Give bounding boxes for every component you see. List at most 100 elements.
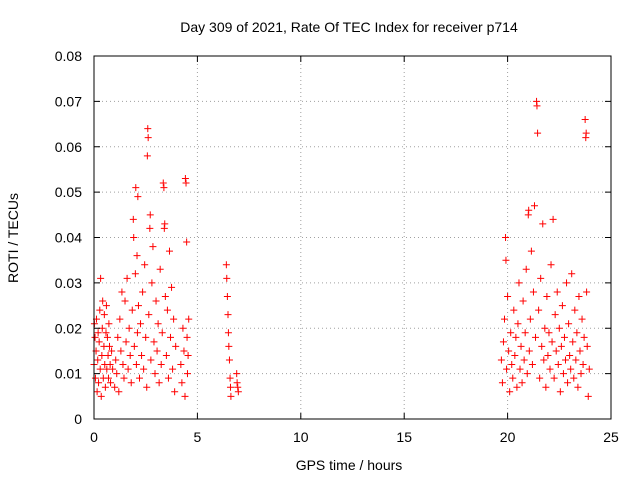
data-point: [574, 383, 582, 391]
data-point: [147, 356, 155, 364]
data-point: [513, 383, 521, 391]
data-point: [168, 283, 176, 291]
data-point: [504, 292, 512, 300]
data-point: [133, 329, 141, 337]
data-point: [107, 379, 115, 387]
y-tick-label: 0.01: [55, 366, 82, 382]
data-point: [163, 306, 171, 314]
data-point: [94, 329, 102, 337]
y-tick-label: 0.05: [55, 184, 82, 200]
data-point: [106, 342, 114, 350]
data-point: [151, 370, 159, 378]
data-point: [535, 306, 543, 314]
data-point: [505, 347, 513, 355]
data-point: [165, 247, 173, 255]
data-point: [145, 311, 153, 319]
data-point: [111, 383, 119, 391]
data-point: [143, 383, 151, 391]
data-point: [575, 292, 583, 300]
y-axis-label: ROTI / TECUs: [5, 193, 21, 283]
data-point: [101, 383, 109, 391]
data-point: [555, 324, 563, 332]
data-point: [226, 383, 234, 391]
data-point: [161, 220, 169, 228]
data-point: [570, 374, 578, 382]
data-point: [183, 238, 191, 246]
data-point: [152, 297, 160, 305]
data-point: [143, 152, 151, 160]
data-point: [234, 383, 242, 391]
data-point: [126, 351, 134, 359]
x-tick-label: 5: [194, 429, 202, 445]
data-point: [503, 365, 511, 373]
data-point: [129, 215, 137, 223]
data-point: [572, 356, 580, 364]
data-point: [103, 333, 111, 341]
y-tick-label: 0.02: [55, 320, 82, 336]
data-point: [146, 224, 154, 232]
x-axis-label: GPS time / hours: [296, 457, 403, 473]
data-point: [550, 374, 558, 382]
data-point: [224, 329, 232, 337]
data-point: [546, 365, 554, 373]
data-point: [225, 342, 233, 350]
data-point: [512, 333, 520, 341]
data-point: [583, 342, 591, 350]
data-point: [162, 351, 170, 359]
data-point: [497, 356, 505, 364]
data-point: [577, 370, 585, 378]
data-point: [93, 388, 101, 396]
data-point: [508, 361, 516, 369]
data-point: [146, 211, 154, 219]
data-point: [130, 342, 138, 350]
data-point: [140, 365, 148, 373]
data-point: [121, 297, 129, 305]
data-point: [157, 361, 165, 369]
data-point: [536, 374, 544, 382]
data-point: [584, 392, 592, 400]
data-point: [498, 379, 506, 387]
data-point: [222, 261, 230, 269]
data-point: [105, 320, 113, 328]
data-point: [560, 333, 568, 341]
data-point: [525, 206, 533, 214]
data-point: [96, 365, 104, 373]
data-point: [104, 374, 112, 382]
data-point: [137, 320, 145, 328]
data-point: [534, 129, 542, 137]
data-point: [579, 361, 587, 369]
data-point: [516, 365, 524, 373]
data-point: [540, 356, 548, 364]
data-point: [567, 365, 575, 373]
data-point: [161, 292, 169, 300]
data-point: [94, 356, 102, 364]
data-point: [112, 356, 120, 364]
data-point: [181, 392, 189, 400]
data-point: [502, 234, 510, 241]
data-point: [100, 311, 108, 319]
data-point: [183, 333, 191, 341]
x-tick-labels: 0 5 10 15 20 25: [90, 429, 619, 445]
data-point: [125, 324, 133, 332]
data-point: [499, 338, 507, 346]
data-point: [565, 320, 573, 328]
data-point: [158, 329, 166, 337]
data-point: [141, 261, 149, 269]
axis-ticks: [93, 55, 612, 420]
data-point: [509, 374, 517, 382]
data-point: [102, 302, 110, 310]
data-point: [144, 134, 152, 142]
data-point: [515, 279, 523, 287]
data-point: [184, 351, 192, 359]
data-point: [150, 338, 158, 346]
data-point: [541, 324, 549, 332]
data-point: [182, 179, 190, 187]
data-point: [522, 265, 530, 273]
data-point: [106, 361, 114, 369]
x-tick-label: 10: [293, 429, 309, 445]
data-point: [223, 274, 231, 282]
data-point: [544, 351, 552, 359]
data-point: [133, 252, 141, 260]
data-points: [90, 97, 593, 400]
data-point: [124, 365, 132, 373]
